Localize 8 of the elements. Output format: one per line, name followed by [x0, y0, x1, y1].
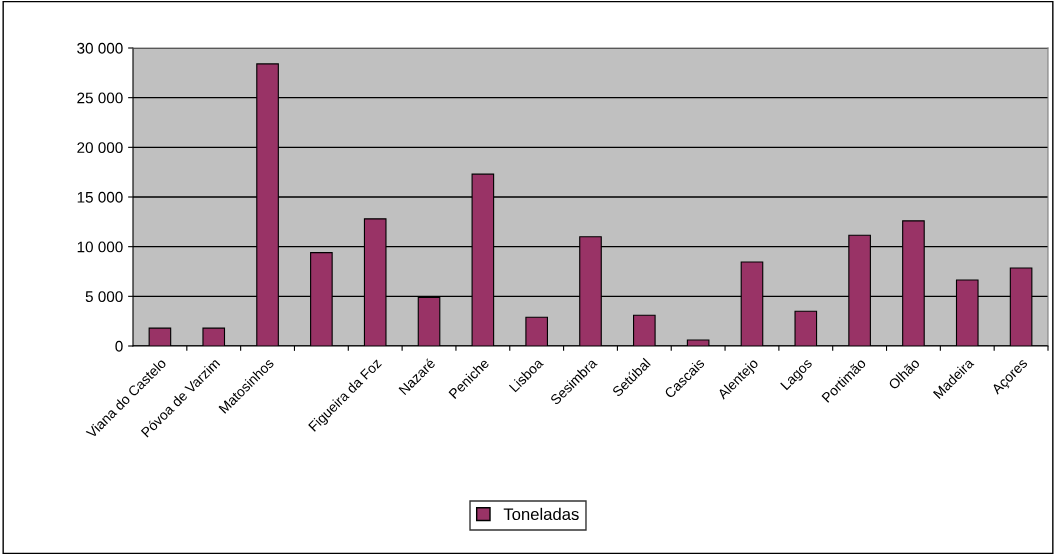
y-tick-label: 0	[115, 340, 123, 352]
y-tick-label: 15 000	[77, 191, 123, 203]
y-tick-label: 10 000	[77, 241, 123, 253]
y-tick-label: 5 000	[85, 291, 123, 303]
y-tick-label: 20 000	[77, 142, 123, 154]
legend-label: Toneladas	[503, 507, 579, 521]
y-tick-label: 25 000	[77, 92, 123, 104]
y-tick-label: 30 000	[77, 42, 123, 54]
